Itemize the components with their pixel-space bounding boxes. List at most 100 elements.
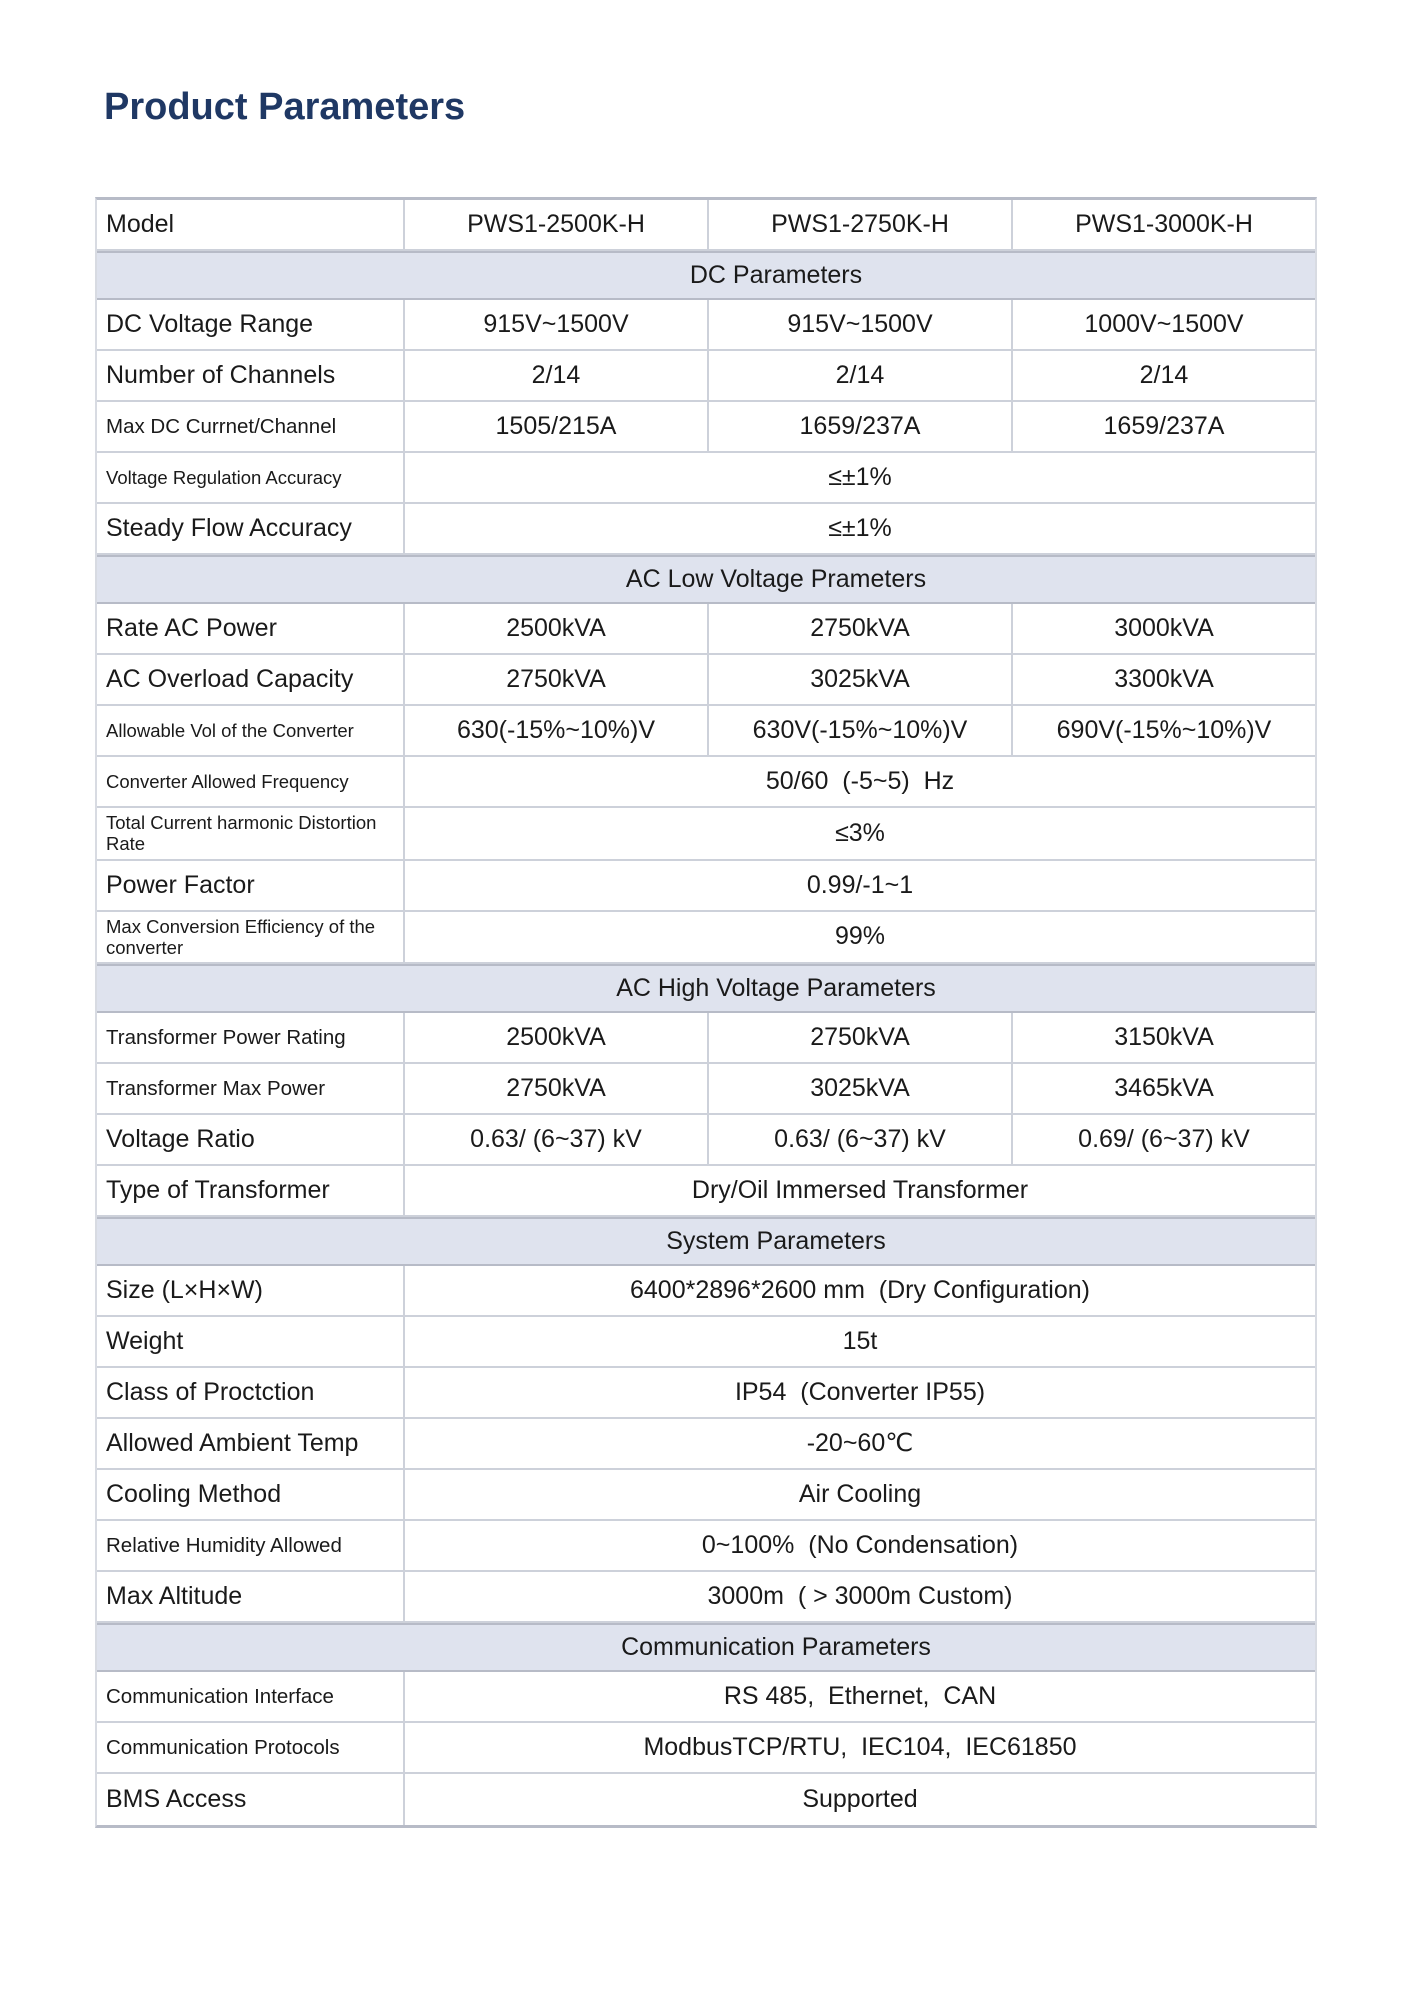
param-value: Air Cooling (798, 1480, 922, 1509)
param-label: Transformer Max Power (97, 1064, 405, 1114)
table-row: Power Factor 0.99/-1~1 (97, 860, 1315, 912)
table-row: DC Voltage Range 915V~1500V 915V~1500V 1000… (97, 300, 1315, 351)
param-value: 0.99/-1~1 (806, 870, 914, 899)
param-value: ≤±1% (828, 463, 892, 492)
param-value: 1505/215A (405, 402, 709, 451)
table-row: Allowed Ambient Temp -20~60℃ (97, 1419, 1315, 1471)
param-value: 50/60 (-5~5) Hz (765, 767, 955, 796)
table-row: Cooling Method Air Cooling (97, 1470, 1315, 1522)
param-label: Voltage Regulation Accuracy (97, 453, 405, 502)
table-row: Rate AC Power 2500kVA 2750kVA 3000kVA (97, 604, 1315, 655)
param-label: Allowed Ambient Temp (97, 1419, 405, 1469)
table-row: Max DC Currnet/Channel 1505/215A 1659/237A… (97, 402, 1315, 453)
param-value: 2750kVA (405, 1064, 709, 1114)
param-value: 0.69/ (6~37) kV (1078, 1125, 1250, 1154)
section-title: Communication Parameters (621, 1633, 931, 1662)
section-title: DC Parameters (689, 261, 863, 289)
section-title: AC High Voltage Parameters (616, 974, 936, 1003)
param-value: ≤3% (835, 818, 885, 847)
product-parameters-table: Model PWS1-2500K-H PWS1-2750K-H PWS1-3000K-… (95, 197, 1317, 1829)
param-value: 3025kVA (709, 655, 1013, 704)
param-label: Allowable Vol of the Converter (97, 706, 405, 755)
table-row: AC Overload Capacity 2750kVA 3025kVA 3300kV… (97, 655, 1315, 706)
table-row: Steady Flow Accuracy ≤±1% (97, 504, 1315, 555)
param-value: Dry/Oil Immersed Transformer (691, 1176, 1029, 1205)
table-row: Weight 15t (97, 1317, 1315, 1369)
param-value: 3000m ( > 3000m Custom) (707, 1582, 1013, 1611)
param-value: 0.63/ (6~37) kV (405, 1115, 709, 1165)
param-label: Weight (97, 1317, 405, 1367)
param-label: Converter Allowed Frequency (97, 757, 405, 806)
param-value: PWS1-2500K-H (405, 200, 709, 249)
param-label: Max Altitude (97, 1572, 405, 1622)
param-value: 690V(-15%~10%)V (1056, 716, 1272, 745)
param-value: RS 485, Ethernet, CAN (723, 1682, 997, 1711)
param-value: 0~100% (No Condensation) (701, 1531, 1019, 1560)
table-row: Size (L×H×W) 6400*2896*2600 mm (Dry Confi… (97, 1266, 1315, 1318)
table-row: BMS Access Supported (97, 1774, 1315, 1826)
table-row: Transformer Max Power 2750kVA 3025kVA 3465k… (97, 1064, 1315, 1116)
param-label: Communication Interface (97, 1672, 405, 1722)
param-value: IP54 (Converter IP55) (734, 1378, 986, 1407)
param-value: 2/14 (405, 351, 709, 400)
param-value: 2500kVA (405, 1013, 709, 1063)
param-label: Voltage Ratio (97, 1115, 405, 1165)
param-value: 99% (834, 922, 886, 951)
param-label: Rate AC Power (97, 604, 405, 653)
section-row: Communication Parameters (97, 1623, 1315, 1673)
param-label: Max Conversion Efficiency of the convert… (97, 911, 405, 963)
table-row: Max Altitude 3000m ( > 3000m Custom) (97, 1572, 1315, 1624)
section-title: AC Low Voltage Prameters (625, 565, 927, 593)
param-label: Model (97, 200, 405, 249)
table-row: Allowable Vol of the Converter 630(-15%~1… (97, 706, 1315, 757)
param-label: Number of Channels (97, 351, 405, 400)
table-row: Voltage Ratio 0.63/ (6~37) kV 0.63/ (6~37)… (97, 1115, 1315, 1167)
param-value: 630V(-15%~10%)V (709, 706, 1013, 755)
table-row: Class of Proctction IP54 (Converter IP55) (97, 1368, 1315, 1420)
table-row: Communication Interface RS 485, Ethernet,… (97, 1672, 1315, 1724)
param-value: 2750kVA (709, 604, 1013, 653)
section-row: DC Parameters (97, 251, 1315, 300)
param-label: Transformer Power Rating (97, 1013, 405, 1063)
param-value: 2/14 (709, 351, 1013, 400)
param-value: 6400*2896*2600 mm (Dry Configuration) (630, 1276, 1090, 1305)
param-label: Class of Proctction (97, 1368, 405, 1418)
section-row: System Parameters (97, 1217, 1315, 1267)
param-label: Size (L×H×W) (97, 1266, 405, 1316)
param-label: BMS Access (97, 1774, 405, 1826)
section-title: System Parameters (666, 1227, 886, 1256)
table-row: Type of Transformer Dry/Oil Immersed Tran… (97, 1166, 1315, 1218)
param-value: 630(-15%~10%)V (405, 706, 709, 755)
table-row: Total Current harmonic Distortion Rate ≤3… (97, 808, 1315, 861)
param-value: 3000kVA (1114, 614, 1214, 643)
param-value: 2500kVA (405, 604, 709, 653)
section-row: AC Low Voltage Prameters (97, 555, 1315, 604)
param-value: PWS1-2750K-H (709, 200, 1013, 249)
param-label: Type of Transformer (97, 1166, 405, 1216)
param-value: 2/14 (1139, 361, 1189, 390)
page-title: Product Parameters (104, 86, 466, 128)
param-label: Power Factor (97, 860, 405, 910)
table-row: Relative Humidity Allowed 0~100% (No Cond… (97, 1521, 1315, 1573)
param-value: 915V~1500V (709, 300, 1013, 349)
param-value: 3025kVA (709, 1064, 1013, 1114)
param-value: 915V~1500V (405, 300, 709, 349)
param-value: 15t (842, 1327, 878, 1356)
param-value: 1659/237A (1103, 412, 1225, 441)
table-row: Converter Allowed Frequency 50/60 (-5~5) … (97, 757, 1315, 808)
param-label: Communication Protocols (97, 1723, 405, 1773)
param-value: 3465kVA (1114, 1074, 1214, 1103)
param-label: DC Voltage Range (97, 300, 405, 349)
param-label: Max DC Currnet/Channel (97, 402, 405, 451)
table-row: Model PWS1-2500K-H PWS1-2750K-H PWS1-3000K-… (97, 200, 1315, 251)
param-value: 1659/237A (709, 402, 1013, 451)
param-value: -20~60℃ (806, 1429, 914, 1458)
table-row: Transformer Power Rating 2500kVA 2750kVA 31… (97, 1013, 1315, 1065)
table-row: Max Conversion Efficiency of the convert… (97, 911, 1315, 965)
param-value: PWS1-3000K-H (1075, 210, 1253, 239)
table-row: Number of Channels 2/14 2/14 2/14 (97, 351, 1315, 402)
table-row: Communication Protocols ModbusTCP/RTU, IE… (97, 1723, 1315, 1775)
param-value: 1000V~1500V (1084, 310, 1244, 339)
table-row: Voltage Regulation Accuracy ≤±1% (97, 453, 1315, 504)
